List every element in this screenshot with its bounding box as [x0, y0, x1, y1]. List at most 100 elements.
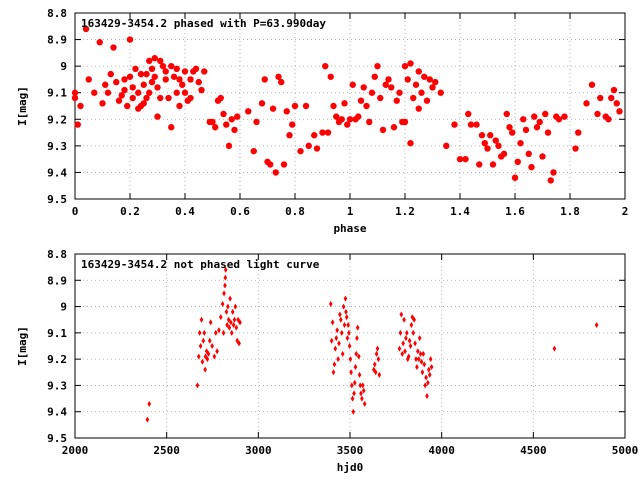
- x-tick-label: 0.2: [120, 205, 140, 218]
- data-point: [544, 129, 552, 136]
- data-point: [231, 126, 238, 134]
- data-point: [102, 81, 109, 88]
- data-point: [253, 118, 260, 126]
- data-point: [339, 316, 343, 323]
- data-point: [258, 100, 266, 107]
- data-point: [341, 303, 346, 310]
- data-point: [492, 137, 499, 144]
- x-tick-label: 1: [347, 205, 354, 218]
- data-point: [223, 266, 228, 273]
- data-point: [209, 118, 216, 126]
- data-point: [503, 110, 510, 118]
- data-point: [550, 169, 557, 176]
- data-point: [115, 97, 123, 104]
- data-point: [229, 329, 234, 336]
- data-point: [82, 25, 90, 33]
- data-point: [181, 68, 189, 75]
- data-point: [533, 124, 541, 131]
- y-tick-label: 9.1: [47, 87, 67, 100]
- data-point: [224, 308, 229, 315]
- data-point: [226, 316, 231, 323]
- data-point: [283, 108, 290, 115]
- data-point: [409, 321, 414, 328]
- data-point: [238, 319, 242, 326]
- data-point: [223, 121, 230, 128]
- data-point: [368, 89, 376, 96]
- data-point: [225, 142, 233, 150]
- data-point: [173, 89, 180, 96]
- data-point: [418, 89, 425, 96]
- data-point: [99, 100, 106, 107]
- data-point: [228, 295, 232, 302]
- data-point: [331, 369, 336, 376]
- data-point: [231, 321, 236, 328]
- data-point: [187, 94, 194, 102]
- data-point: [359, 390, 363, 397]
- data-point: [113, 78, 120, 86]
- y-tick-label: 8.8: [47, 248, 67, 261]
- x-tick-label: 0.6: [230, 205, 250, 218]
- data-point: [237, 340, 241, 347]
- data-point: [225, 321, 229, 328]
- data-point: [121, 86, 128, 94]
- data-point: [157, 57, 164, 65]
- data-point: [531, 113, 538, 120]
- data-point: [329, 337, 334, 344]
- data-point: [71, 89, 79, 96]
- data-point: [536, 118, 543, 126]
- data-point: [162, 76, 169, 83]
- data-point: [148, 78, 156, 86]
- data-point: [286, 132, 293, 139]
- data-point: [350, 395, 355, 402]
- data-point: [396, 89, 403, 96]
- data-point: [218, 314, 223, 321]
- data-point: [360, 84, 367, 91]
- data-point: [432, 78, 439, 86]
- data-point: [355, 335, 359, 342]
- data-point: [107, 70, 114, 78]
- data-point: [613, 100, 620, 107]
- y-tick-label: 8.9: [47, 34, 67, 47]
- data-point: [355, 113, 362, 120]
- data-point: [476, 161, 483, 168]
- data-point: [344, 314, 349, 321]
- data-point: [173, 65, 180, 73]
- y-tick-label: 9.4: [47, 166, 67, 179]
- data-point: [165, 94, 172, 102]
- data-point: [594, 110, 601, 118]
- data-point: [212, 124, 219, 131]
- y-tick-label: 8.8: [47, 7, 67, 20]
- data-point: [230, 308, 235, 315]
- data-point: [361, 382, 365, 389]
- data-point: [346, 321, 350, 328]
- data-point: [411, 329, 416, 336]
- data-point: [347, 329, 351, 336]
- data-point: [168, 62, 175, 70]
- data-point: [343, 295, 348, 302]
- data-point: [547, 177, 554, 184]
- data-point: [588, 81, 596, 88]
- data-point: [360, 395, 364, 402]
- y-tick-label: 9.3: [47, 379, 67, 392]
- data-point: [143, 70, 150, 78]
- data-point: [206, 350, 211, 357]
- x-tick-label: 1.4: [450, 205, 470, 218]
- plot-frame: [74, 253, 626, 439]
- data-point: [148, 65, 156, 73]
- x-tick-label: 2000: [62, 444, 89, 457]
- data-point: [250, 147, 257, 155]
- y-tick-label: 9.2: [47, 113, 67, 126]
- data-point: [397, 345, 402, 352]
- data-point: [110, 44, 117, 51]
- data-point: [196, 353, 201, 360]
- data-point: [416, 356, 421, 363]
- data-point: [401, 340, 405, 347]
- data-point: [146, 89, 153, 96]
- data-point: [399, 311, 404, 318]
- data-point: [478, 132, 486, 139]
- x-tick-label: 1.6: [505, 205, 525, 218]
- y-tick-label: 9: [60, 301, 67, 314]
- data-point: [234, 113, 241, 120]
- data-point: [330, 319, 335, 326]
- data-point: [353, 364, 358, 371]
